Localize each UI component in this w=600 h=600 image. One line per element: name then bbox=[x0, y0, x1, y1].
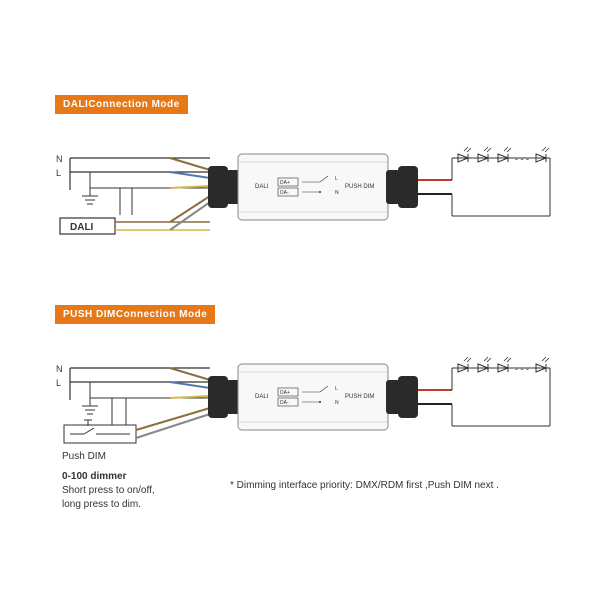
dimmer-note-2: long press to dim. bbox=[62, 499, 141, 510]
dimmer-title: 0-100 dimmer bbox=[62, 471, 126, 482]
svg-text:DALI: DALI bbox=[255, 184, 269, 190]
dimmer-note-1: Short press to on/off, bbox=[62, 485, 155, 496]
dali-box-text: DALI bbox=[70, 222, 94, 233]
terminal-n-text: N bbox=[56, 154, 63, 164]
svg-text:PUSH DIM: PUSH DIM bbox=[345, 394, 374, 400]
svg-text:N: N bbox=[335, 190, 339, 196]
svg-text:L: L bbox=[335, 386, 338, 392]
svg-text:PUSH DIM: PUSH DIM bbox=[345, 184, 374, 190]
led-chain-1: - - - bbox=[458, 147, 549, 164]
svg-text:N: N bbox=[335, 400, 339, 406]
svg-text:N: N bbox=[56, 364, 63, 374]
mode-label-pushdim: PUSH DIMConnection Mode bbox=[55, 305, 215, 324]
svg-text:DA+: DA+ bbox=[280, 180, 290, 186]
svg-text:L: L bbox=[335, 176, 338, 182]
pushdim-label: Push DIM bbox=[62, 450, 106, 464]
mode-label-dali: DALIConnection Mode bbox=[55, 95, 188, 114]
diagram-dali: N L DALI DALI DA+ DA- L N PUSH DIM bbox=[40, 140, 560, 280]
svg-text:DA-: DA- bbox=[280, 190, 289, 196]
svg-text:DA-: DA- bbox=[280, 400, 289, 406]
terminal-l-text: L bbox=[56, 168, 61, 178]
svg-text:L: L bbox=[56, 378, 61, 388]
priority-note: * Dimming interface priority: DMX/RDM fi… bbox=[230, 480, 499, 491]
svg-text:- - -: - - - bbox=[515, 364, 529, 374]
svg-text:DA+: DA+ bbox=[280, 390, 290, 396]
svg-text:DALI: DALI bbox=[255, 394, 269, 400]
svg-text:- - -: - - - bbox=[515, 154, 529, 164]
